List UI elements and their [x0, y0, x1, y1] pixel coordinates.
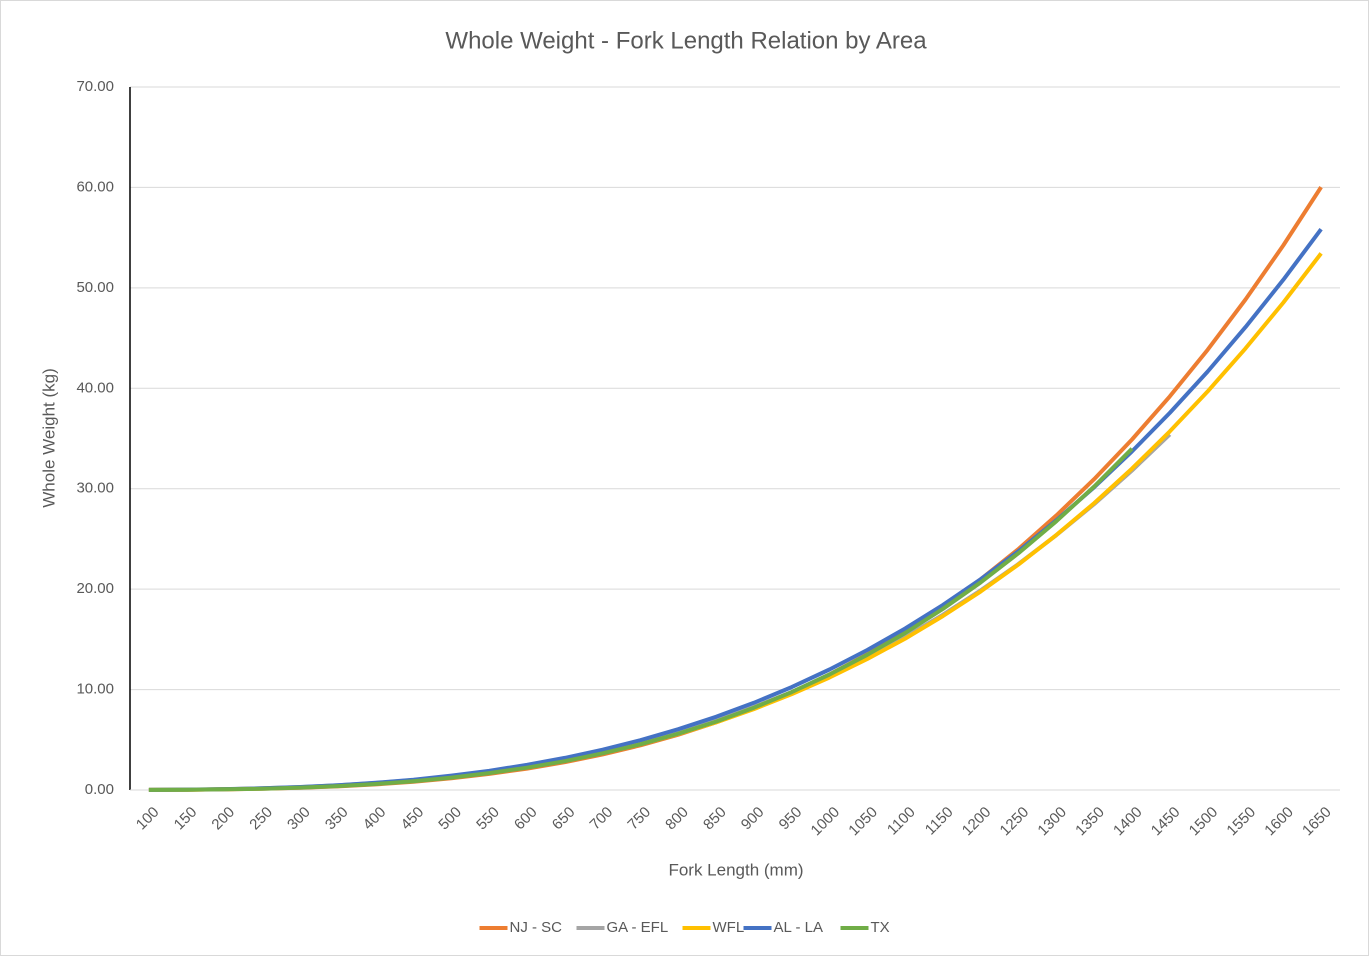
legend-label: WFL — [713, 919, 745, 936]
x-axis-label: Fork Length (mm) — [668, 860, 803, 879]
y-tick-label: 60.00 — [76, 178, 114, 195]
legend-label: AL - LA — [774, 919, 823, 936]
y-tick-label: 40.00 — [76, 379, 114, 396]
legend-label: NJ - SC — [510, 919, 563, 936]
legend-label: TX — [871, 919, 890, 936]
legend-label: GA - EFL — [607, 919, 669, 936]
y-tick-label: 70.00 — [76, 78, 114, 95]
y-tick-label: 50.00 — [76, 279, 114, 296]
y-tick-label: 10.00 — [76, 681, 114, 698]
y-tick-label: 0.00 — [85, 781, 114, 798]
chart-title: Whole Weight - Fork Length Relation by A… — [445, 27, 927, 54]
y-tick-label: 30.00 — [76, 480, 114, 497]
series-line — [148, 447, 1134, 792]
y-tick-label: 20.00 — [76, 580, 114, 597]
y-axis-label: Whole Weight (kg) — [39, 368, 58, 508]
